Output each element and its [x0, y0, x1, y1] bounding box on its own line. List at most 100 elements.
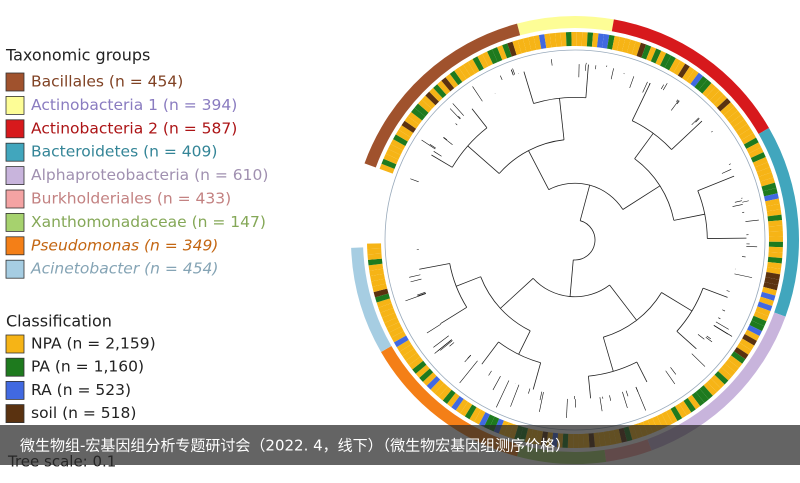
branch	[411, 279, 422, 282]
legend-swatch	[6, 213, 24, 231]
ring-segment	[367, 248, 381, 254]
branch	[630, 76, 634, 88]
legend-swatch	[6, 143, 24, 161]
branch	[460, 361, 478, 383]
branch	[551, 59, 552, 65]
branch	[671, 100, 678, 110]
ring-segment	[769, 236, 783, 241]
branch	[632, 83, 650, 121]
branch	[456, 123, 458, 125]
branch	[409, 275, 420, 278]
branch	[419, 264, 449, 270]
legend-label: soil (n = 518)	[31, 404, 136, 422]
branch	[422, 140, 436, 149]
branch	[670, 367, 675, 374]
legend-swatch	[6, 237, 24, 255]
branch	[473, 86, 483, 101]
branch	[533, 363, 540, 390]
branch	[570, 260, 573, 297]
legend: Bacillales (n = 454) Actinobacteria 1 (n …	[6, 73, 268, 279]
legend-swatch	[6, 120, 24, 138]
branch	[472, 109, 487, 128]
legend-swatch	[6, 335, 24, 353]
branch	[434, 151, 442, 156]
branch	[745, 220, 758, 221]
branch	[622, 392, 627, 408]
legend-swatch	[6, 358, 24, 376]
branch	[722, 310, 725, 311]
branch	[636, 387, 646, 411]
branch	[453, 103, 464, 115]
branch	[510, 385, 518, 407]
branch	[500, 76, 502, 80]
branch	[450, 342, 454, 346]
branch	[692, 354, 705, 367]
ring-segment	[566, 32, 572, 46]
branch	[663, 83, 667, 90]
branch	[603, 337, 613, 371]
branch	[524, 72, 534, 104]
branch	[677, 331, 697, 348]
ring-segment	[571, 32, 576, 46]
branch	[427, 324, 441, 333]
branch	[729, 164, 731, 165]
branch	[722, 169, 731, 173]
branch	[734, 274, 752, 278]
legend-label: NPA (n = 2,159)	[31, 335, 156, 353]
branch	[559, 98, 564, 140]
branch	[519, 331, 531, 355]
branch	[735, 201, 742, 203]
legend-swatch	[6, 167, 24, 185]
legend-label: Alphaproteobacteria (n = 610)	[31, 166, 268, 184]
branch	[573, 221, 595, 260]
branch	[662, 293, 692, 311]
legend-swatch	[6, 381, 24, 399]
branch	[711, 131, 712, 132]
branch	[465, 355, 471, 362]
branch	[500, 278, 533, 308]
branch	[580, 185, 590, 221]
branch	[666, 371, 675, 384]
branch	[626, 391, 628, 397]
branch	[493, 376, 501, 390]
ring-segment	[560, 32, 566, 46]
branch	[540, 392, 542, 400]
branch	[431, 155, 452, 167]
branch	[742, 201, 749, 202]
branch	[588, 376, 590, 398]
legend-label: Actinobacteria 1 (n = 394)	[31, 96, 237, 114]
caption: 微生物组-宏基因组分析专题研讨会（2022. 4，线下）（微生物宏基因组测序价格…	[20, 437, 570, 455]
branch	[496, 380, 509, 407]
branch	[703, 288, 728, 297]
ring-segment	[769, 247, 783, 253]
legend-label: Xanthomonadaceae (n = 147)	[31, 213, 266, 231]
branch	[635, 133, 654, 158]
branch	[528, 151, 548, 190]
legend-swatch	[6, 190, 24, 208]
branch	[611, 68, 613, 79]
legend-swatch	[6, 260, 24, 278]
legend-swatch	[6, 405, 24, 423]
branch	[586, 65, 589, 98]
legend-title: Taxonomic groups	[5, 46, 150, 65]
legend-label: Bacillales (n = 454)	[31, 73, 183, 91]
ring-segment	[769, 225, 783, 231]
branch	[674, 214, 705, 220]
branch	[566, 399, 567, 418]
legend-label: RA (n = 523)	[31, 381, 131, 399]
branch	[698, 334, 704, 339]
branch	[489, 371, 492, 376]
branch	[706, 337, 712, 342]
inner-ring	[385, 50, 765, 430]
legend-label: Acinetobacter (n = 454)	[30, 260, 218, 278]
branch	[610, 285, 637, 320]
ring-segment	[582, 32, 588, 46]
ring-segment	[769, 231, 783, 237]
branch	[623, 186, 660, 210]
legend-label: Pseudomonas (n = 349)	[31, 236, 218, 254]
legend-label: Burkholderiales (n = 433)	[31, 190, 231, 208]
branch	[661, 85, 663, 89]
branch	[600, 397, 602, 411]
legend-title: Classification	[6, 312, 112, 331]
